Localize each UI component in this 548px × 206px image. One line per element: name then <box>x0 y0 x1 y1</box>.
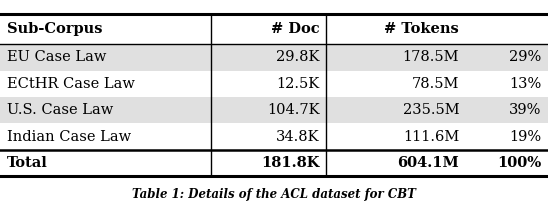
Text: 100%: 100% <box>497 156 541 170</box>
Bar <box>0 14 548 44</box>
Text: 29%: 29% <box>509 50 541 64</box>
Text: 29.8K: 29.8K <box>276 50 319 64</box>
Text: 39%: 39% <box>509 103 541 117</box>
Text: 178.5M: 178.5M <box>403 50 459 64</box>
Text: 19%: 19% <box>509 130 541 144</box>
Text: 78.5M: 78.5M <box>412 77 459 91</box>
Text: 12.5K: 12.5K <box>276 77 319 91</box>
Text: Sub-Corpus: Sub-Corpus <box>7 22 102 36</box>
Bar <box>0 150 548 176</box>
Text: EU Case Law: EU Case Law <box>7 50 106 64</box>
Text: # Doc: # Doc <box>271 22 319 36</box>
Text: Indian Case Law: Indian Case Law <box>7 130 131 144</box>
Bar <box>0 44 548 71</box>
Text: Table 1: Details of the ACL dataset for CBT: Table 1: Details of the ACL dataset for … <box>132 188 416 201</box>
Text: ECtHR Case Law: ECtHR Case Law <box>7 77 134 91</box>
Text: 235.5M: 235.5M <box>403 103 459 117</box>
Text: 111.6M: 111.6M <box>403 130 459 144</box>
Text: # Tokens: # Tokens <box>385 22 459 36</box>
Text: 13%: 13% <box>509 77 541 91</box>
Text: 34.8K: 34.8K <box>276 130 319 144</box>
Text: Total: Total <box>7 156 48 170</box>
Text: U.S. Case Law: U.S. Case Law <box>7 103 113 117</box>
Text: 181.8K: 181.8K <box>261 156 319 170</box>
Bar <box>0 97 548 123</box>
Text: 104.7K: 104.7K <box>267 103 319 117</box>
Bar <box>0 71 548 97</box>
Text: 604.1M: 604.1M <box>397 156 459 170</box>
Bar <box>0 123 548 150</box>
